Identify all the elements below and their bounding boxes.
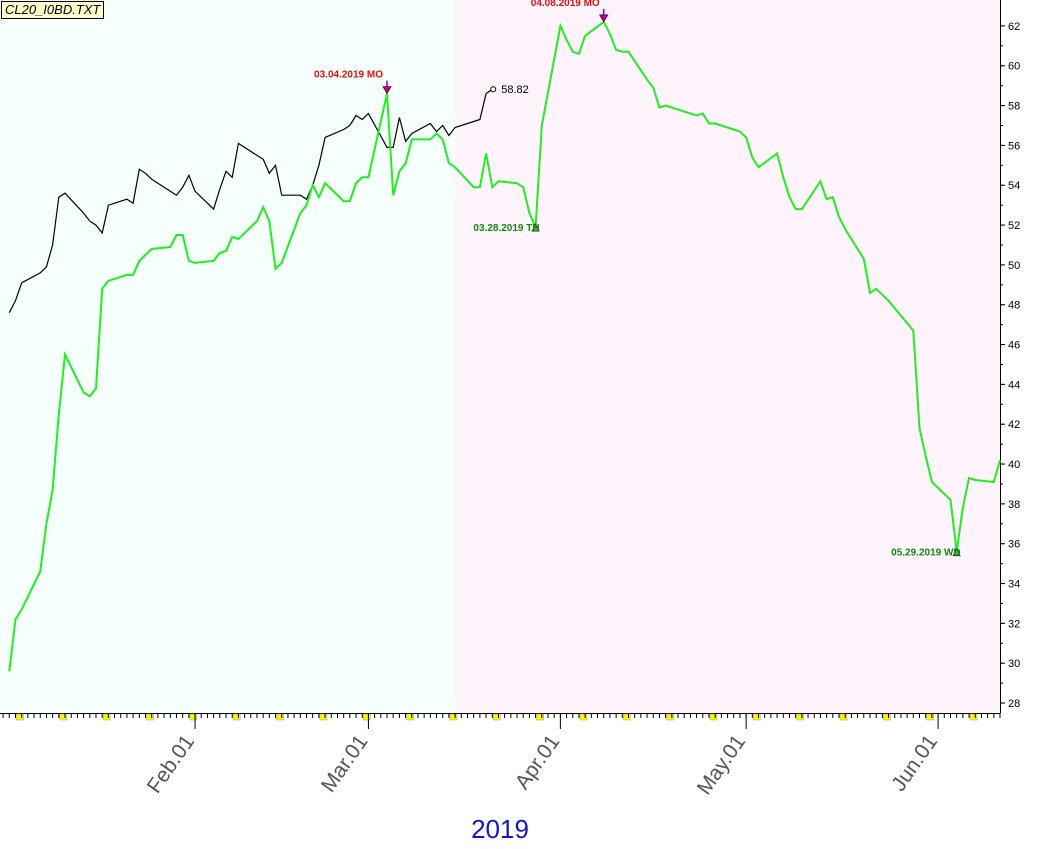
y-tick-label: 36 (1008, 539, 1020, 551)
high-marker-arrow (382, 86, 392, 95)
y-tick-label: 32 (1008, 618, 1020, 630)
x-week-marker (969, 713, 978, 721)
x-week-marker (839, 713, 848, 721)
y-tick-label: 52 (1008, 220, 1020, 232)
y-tick-label: 62 (1008, 21, 1020, 33)
x-week-marker (102, 713, 111, 721)
last-value-label: 58.82 (501, 84, 529, 96)
y-tick-label: 46 (1008, 340, 1020, 352)
x-week-marker (146, 713, 154, 721)
x-week-marker (623, 713, 631, 721)
low-marker-triangle (531, 223, 540, 232)
y-tick-label: 38 (1008, 499, 1020, 511)
x-week-marker (926, 713, 934, 721)
y-tick-label: 40 (1008, 459, 1020, 471)
series-line (8, 88, 493, 313)
x-week-marker (232, 713, 241, 721)
y-tick-label: 30 (1008, 658, 1020, 670)
y-tick-label: 60 (1008, 61, 1020, 73)
high-marker-arrow (599, 14, 609, 23)
low-marker-triangle (952, 547, 961, 557)
last-value-marker (490, 86, 497, 93)
y-tick-label: 50 (1008, 260, 1020, 272)
x-week-marker (666, 713, 674, 721)
x-month-label: Mar.01 (317, 731, 373, 797)
low-annotation-label: 05.29.2019 WD (891, 548, 961, 559)
high-annotation-label: 04.08.2019 MO (531, 0, 600, 9)
y-tick-label: 56 (1008, 140, 1020, 152)
x-month-label: Apr.01 (511, 731, 565, 794)
x-week-marker (276, 713, 284, 721)
x-week-marker (796, 713, 804, 721)
x-week-marker (16, 713, 24, 721)
y-tick-label: 58 (1008, 101, 1020, 113)
x-week-marker (59, 713, 68, 721)
x-month-label: Jun.01 (887, 731, 942, 796)
y-tick-label: 42 (1008, 419, 1020, 431)
file-label: CL20_I0BD.TXT (1, 1, 105, 19)
x-week-marker (319, 713, 328, 721)
x-week-marker (493, 713, 501, 721)
x-week-marker (449, 713, 458, 721)
x-week-marker (883, 713, 891, 721)
x-month-label: May.01 (693, 731, 750, 799)
x-month-label: Feb.01 (143, 731, 199, 798)
x-week-marker (536, 713, 544, 721)
background-region (455, 0, 1000, 713)
y-tick-label: 54 (1008, 180, 1020, 192)
background-region (0, 0, 456, 713)
x-week-marker (753, 713, 761, 721)
x-week-marker (362, 713, 371, 721)
y-tick-label: 28 (1008, 698, 1020, 710)
x-week-marker (406, 713, 414, 721)
y-tick-label: 48 (1008, 300, 1020, 312)
y-tick-label: 34 (1008, 579, 1020, 591)
x-week-marker (189, 713, 198, 721)
high-annotation-label: 03.04.2019 MO (314, 70, 383, 81)
x-week-marker (709, 713, 718, 721)
series-line (8, 20, 1001, 672)
y-tick-label: 44 (1008, 379, 1020, 391)
year-label: 2019 (471, 814, 529, 844)
x-week-marker (579, 713, 588, 721)
low-annotation-label: 03.28.2019 TH (473, 223, 539, 234)
